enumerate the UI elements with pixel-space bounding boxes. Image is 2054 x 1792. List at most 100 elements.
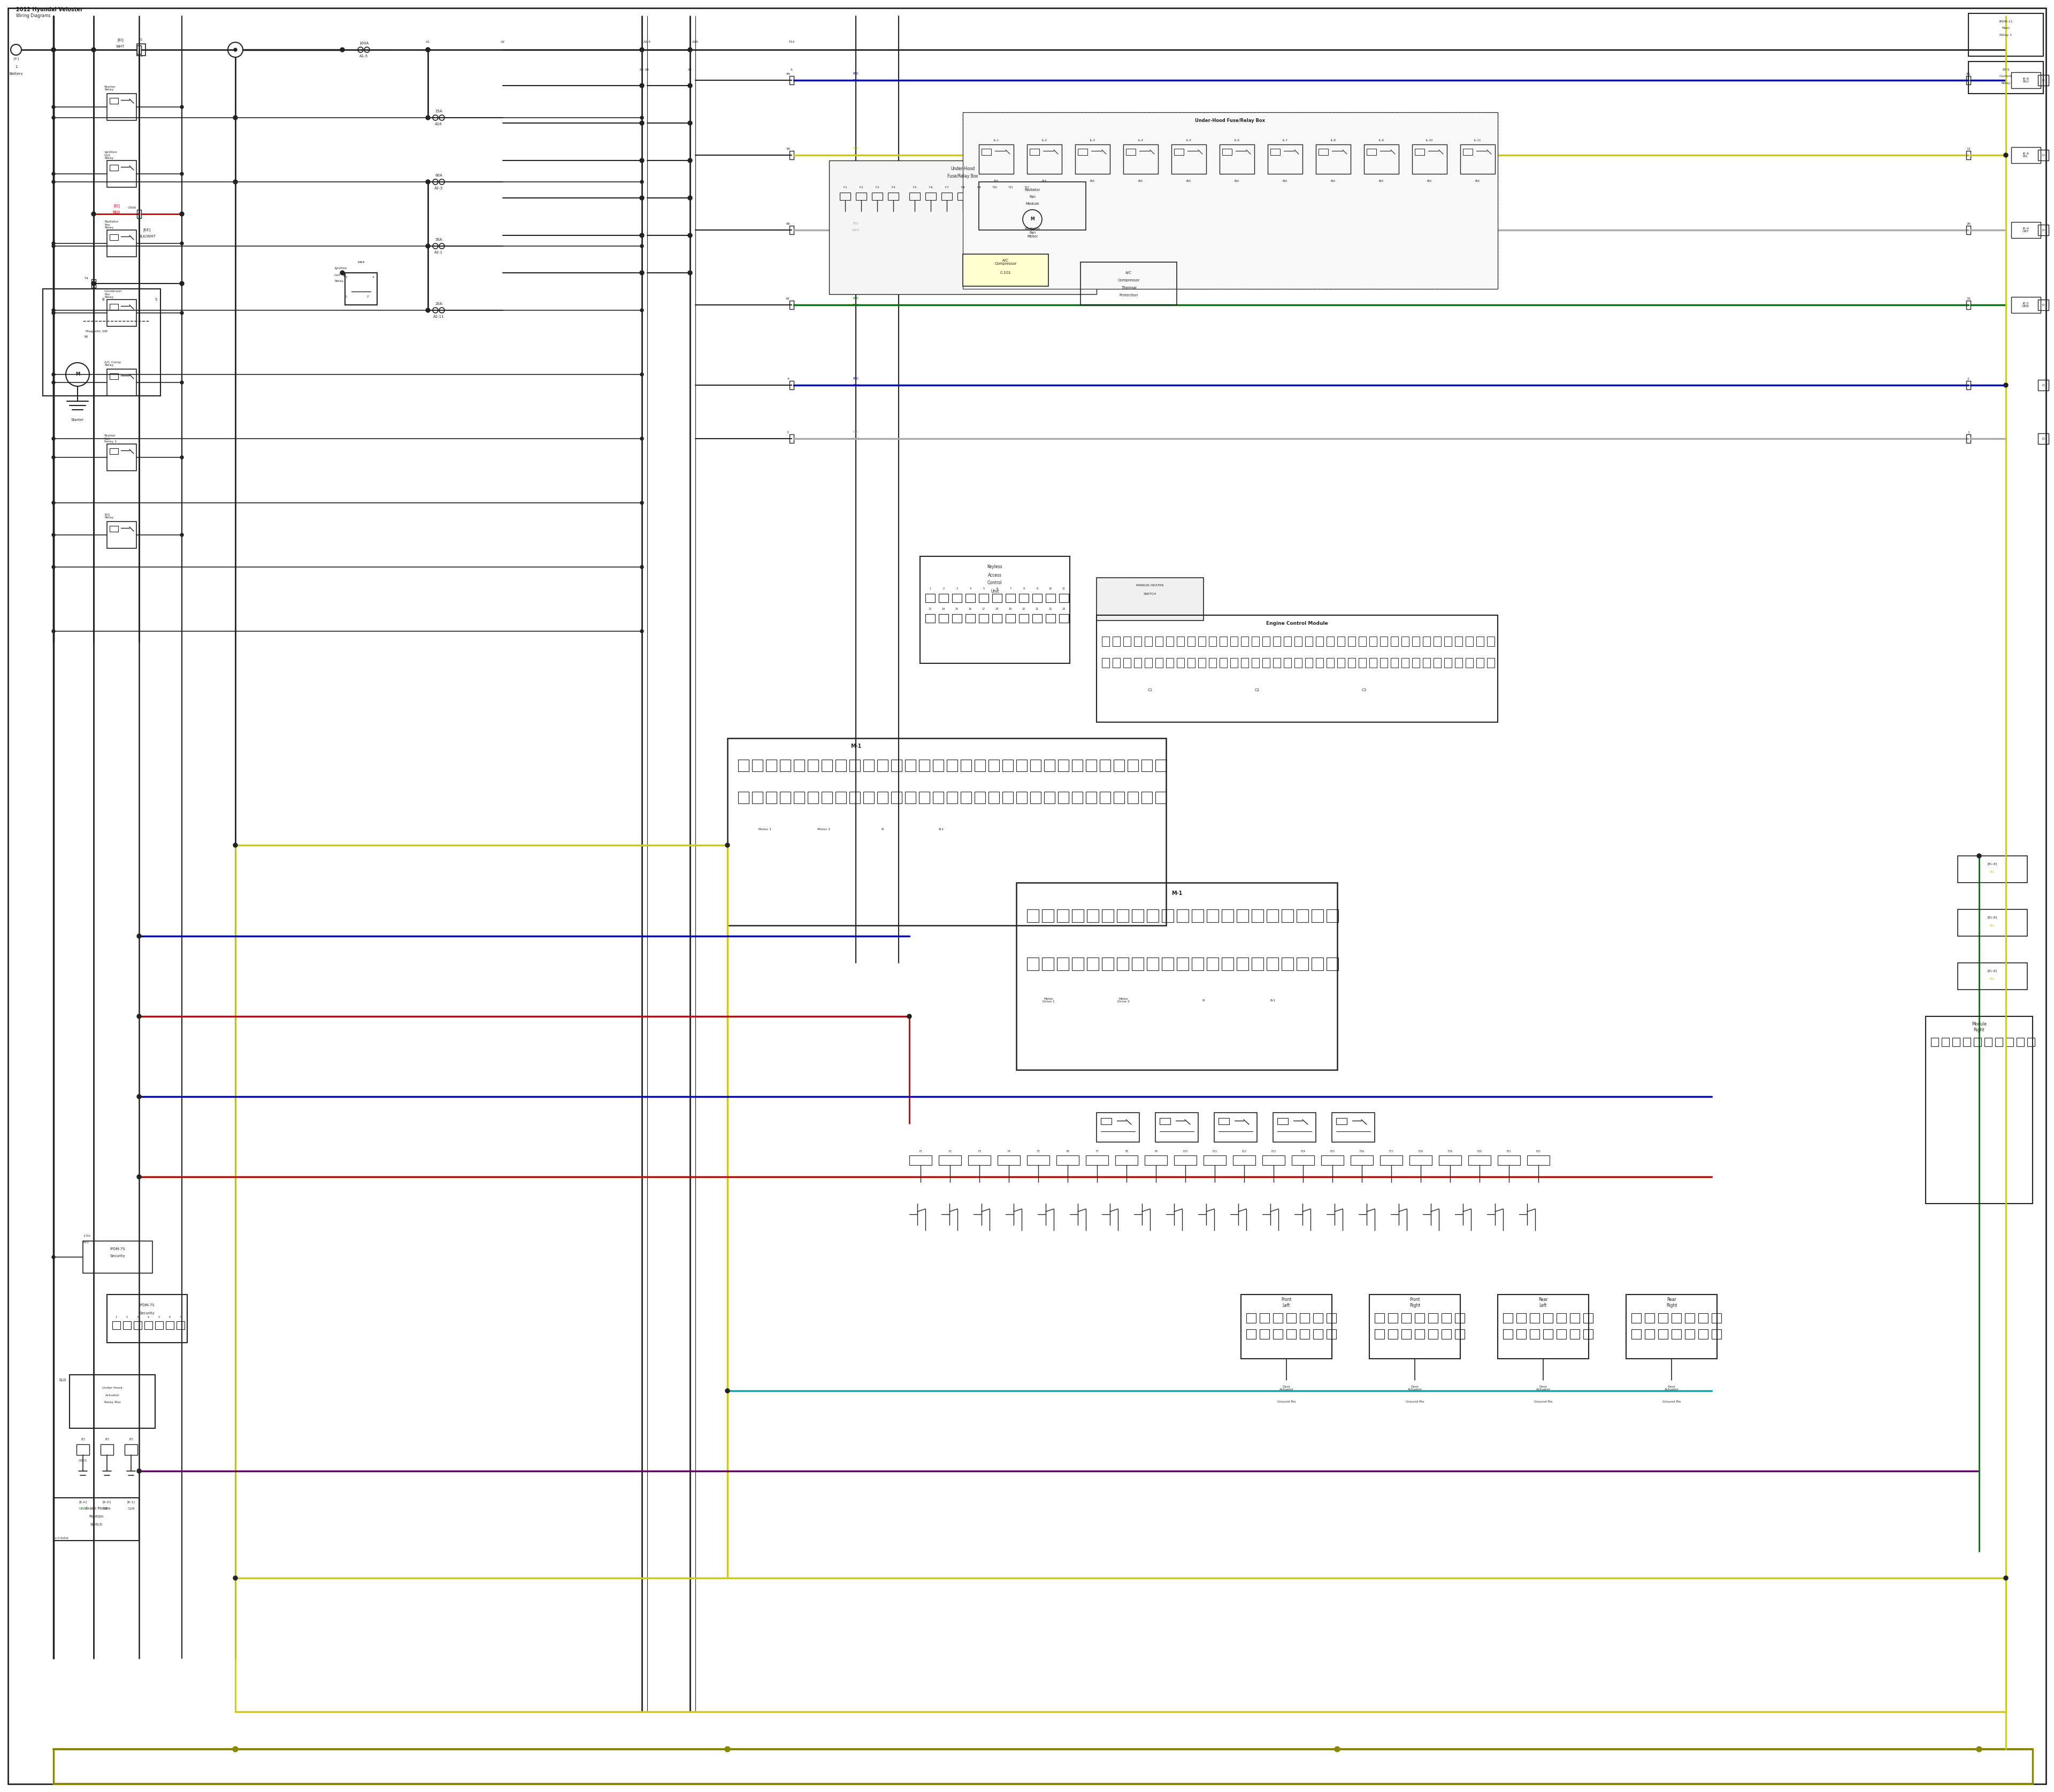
Bar — [1045, 593, 1056, 602]
Bar — [1964, 1038, 1970, 1047]
Circle shape — [425, 244, 429, 249]
Bar — [840, 192, 850, 201]
Text: Wiring Diagrams: Wiring Diagrams — [16, 14, 51, 18]
Circle shape — [641, 373, 643, 376]
Bar — [1058, 792, 1068, 803]
Text: IPDM-7S: IPDM-7S — [111, 1247, 125, 1251]
Text: [EJ]: [EJ] — [852, 72, 859, 75]
Bar — [2038, 380, 2048, 391]
Bar — [1347, 658, 1356, 668]
Bar — [1056, 1156, 1078, 1165]
Bar — [1263, 636, 1269, 647]
Text: 10: 10 — [1050, 588, 1052, 590]
Bar — [1273, 1113, 1317, 1142]
Bar — [1132, 957, 1144, 969]
Text: 42: 42 — [688, 68, 692, 72]
Text: F1: F1 — [918, 1150, 922, 1152]
Bar — [789, 151, 793, 159]
Circle shape — [234, 179, 238, 185]
Bar — [939, 593, 949, 602]
Text: BLK/WHT: BLK/WHT — [138, 235, 156, 238]
Bar — [933, 760, 943, 771]
Bar — [1477, 636, 1483, 647]
Bar — [134, 1321, 142, 1330]
Bar — [1058, 957, 1068, 969]
Bar — [1994, 1038, 2003, 1047]
Text: IL-5: IL-5 — [1185, 138, 1191, 142]
Text: F-8: F-8 — [961, 186, 965, 188]
Bar — [1526, 1156, 1549, 1165]
Bar — [1027, 909, 1039, 923]
Text: YEL: YEL — [1990, 978, 1996, 980]
Bar — [1584, 1314, 1594, 1322]
Bar — [1058, 760, 1068, 771]
Bar — [1154, 1113, 1197, 1142]
Text: D: D — [2042, 229, 2044, 231]
Bar — [1380, 658, 1389, 668]
Text: M-1: M-1 — [1171, 891, 1183, 896]
Circle shape — [51, 455, 55, 459]
Bar — [1294, 636, 1302, 647]
Text: Ground Pin: Ground Pin — [1534, 1400, 1553, 1403]
Text: Starter
Cut
Relay 1: Starter Cut Relay 1 — [105, 434, 117, 443]
Text: Access: Access — [988, 573, 1002, 577]
Circle shape — [688, 195, 692, 201]
Text: BLK: BLK — [1428, 179, 1432, 183]
Text: F-1: F-1 — [842, 186, 846, 188]
Text: Compressor: Compressor — [1117, 280, 1140, 281]
Bar — [1440, 1156, 1460, 1165]
Text: A1: A1 — [425, 41, 429, 43]
Text: 60: 60 — [787, 222, 791, 226]
Bar — [1060, 593, 1068, 602]
Text: 22: 22 — [1050, 607, 1052, 609]
Circle shape — [138, 934, 142, 939]
Bar — [1273, 658, 1280, 668]
Text: A/C: A/C — [1126, 271, 1132, 274]
Bar — [737, 760, 750, 771]
Text: F5: F5 — [1037, 1150, 1039, 1152]
Bar — [1021, 192, 1033, 201]
Bar — [1128, 760, 1138, 771]
Text: 15A: 15A — [435, 109, 442, 113]
Bar — [1389, 1314, 1397, 1322]
Bar — [957, 192, 967, 201]
Text: F3: F3 — [978, 1150, 982, 1152]
Circle shape — [639, 195, 645, 201]
Text: [E-1]: [E-1] — [127, 1500, 136, 1503]
Bar — [1434, 636, 1442, 647]
Bar — [113, 1321, 121, 1330]
Circle shape — [138, 1014, 142, 1018]
Text: B: B — [1202, 998, 1204, 1002]
Bar — [807, 792, 817, 803]
Bar — [1146, 909, 1158, 923]
Bar — [1072, 909, 1085, 923]
Bar — [2011, 72, 2040, 88]
Text: IL-10: IL-10 — [1425, 138, 1434, 142]
Text: 3: 3 — [787, 430, 789, 434]
Text: Relay: Relay — [2001, 82, 2011, 84]
Circle shape — [138, 1176, 142, 1179]
Text: [E]: [E] — [80, 1437, 84, 1441]
Text: CRN: CRN — [103, 1507, 111, 1511]
Bar — [109, 165, 119, 170]
Bar — [953, 593, 961, 602]
Text: F9: F9 — [1154, 1150, 1158, 1152]
Bar — [1543, 1330, 1553, 1339]
Bar — [1128, 792, 1138, 803]
Text: Door
Actuator: Door Actuator — [1407, 1385, 1421, 1391]
Text: D: D — [2042, 79, 2044, 82]
Text: [EJ]: [EJ] — [113, 204, 119, 208]
Circle shape — [181, 281, 185, 285]
Circle shape — [2005, 383, 2009, 387]
Bar — [1953, 1038, 1960, 1047]
Text: Ignition: Ignition — [335, 267, 347, 271]
Bar — [822, 760, 832, 771]
Bar — [1045, 615, 1056, 622]
Bar — [1286, 1314, 1296, 1322]
Text: YEL: YEL — [1990, 925, 1996, 926]
Bar — [109, 448, 119, 453]
Circle shape — [639, 271, 645, 274]
Text: F4: F4 — [1006, 1150, 1011, 1152]
Text: F-3: F-3 — [875, 186, 879, 188]
Bar — [1409, 1156, 1432, 1165]
